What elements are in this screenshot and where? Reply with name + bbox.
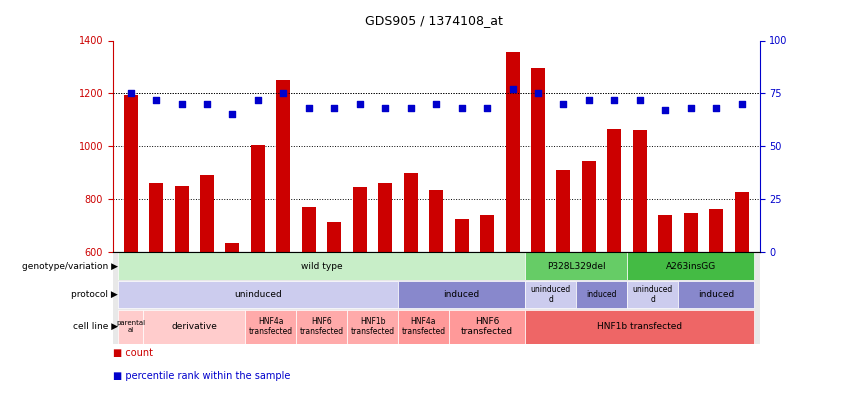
Text: HNF1b transfected: HNF1b transfected	[597, 322, 682, 331]
Bar	[327, 222, 341, 405]
Bar	[684, 213, 698, 405]
Bar	[480, 215, 494, 405]
Text: HNF4a
transfected: HNF4a transfected	[401, 317, 445, 336]
Bar	[582, 161, 596, 405]
Bar	[633, 130, 647, 405]
Bar	[658, 215, 673, 405]
Text: uninduced
d: uninduced d	[633, 285, 673, 305]
Bar	[505, 52, 520, 405]
Bar	[627, 281, 678, 309]
Point	[251, 96, 265, 103]
Point	[277, 90, 291, 96]
Text: HNF6
transfected: HNF6 transfected	[461, 317, 513, 336]
Bar	[556, 170, 570, 405]
Bar	[429, 190, 444, 405]
Text: HNF1b
transfected: HNF1b transfected	[351, 317, 395, 336]
Bar	[200, 175, 214, 405]
Point	[582, 96, 595, 103]
Text: parental
al: parental al	[116, 320, 145, 333]
Text: ■ percentile rank within the sample: ■ percentile rank within the sample	[113, 371, 290, 381]
Bar	[123, 95, 138, 405]
Bar	[149, 183, 163, 405]
Point	[149, 96, 163, 103]
Bar	[525, 310, 754, 343]
Point	[531, 90, 545, 96]
Point	[505, 86, 519, 92]
Bar	[296, 310, 347, 343]
Bar	[246, 310, 296, 343]
Text: derivative: derivative	[171, 322, 217, 331]
Point	[124, 90, 138, 96]
Point	[353, 101, 367, 107]
Bar	[352, 187, 367, 405]
Bar	[118, 252, 525, 280]
Bar	[449, 310, 525, 343]
Text: GDS905 / 1374108_at: GDS905 / 1374108_at	[365, 14, 503, 27]
Text: HNF6
transfected: HNF6 transfected	[299, 317, 344, 336]
Text: uninduced: uninduced	[234, 290, 282, 299]
Text: genotype/variation ▶: genotype/variation ▶	[22, 262, 118, 271]
Point	[404, 105, 418, 111]
Bar	[174, 186, 188, 405]
Bar	[251, 145, 265, 405]
Text: ■ count: ■ count	[113, 348, 153, 358]
Point	[633, 96, 647, 103]
Text: A263insGG: A263insGG	[666, 262, 716, 271]
Text: protocol ▶: protocol ▶	[71, 290, 118, 299]
Bar	[627, 252, 754, 280]
Point	[608, 96, 621, 103]
Bar	[734, 192, 749, 405]
Bar	[398, 310, 449, 343]
Bar	[455, 219, 469, 405]
Point	[174, 101, 188, 107]
Text: induced: induced	[587, 290, 617, 299]
Point	[201, 101, 214, 107]
Bar	[525, 252, 627, 280]
Bar	[118, 310, 143, 343]
Point	[734, 101, 748, 107]
Bar	[608, 129, 621, 405]
Point	[709, 105, 723, 111]
Point	[455, 105, 469, 111]
Bar	[378, 183, 392, 405]
Text: wild type: wild type	[301, 262, 342, 271]
Bar	[302, 207, 316, 405]
Text: induced: induced	[698, 290, 734, 299]
Bar	[276, 80, 291, 405]
Bar	[678, 281, 754, 309]
Bar	[576, 281, 627, 309]
Point	[430, 101, 444, 107]
Bar	[525, 281, 576, 309]
Bar	[404, 173, 418, 405]
Bar	[347, 310, 398, 343]
Bar	[143, 310, 246, 343]
Bar	[118, 281, 398, 309]
Text: induced: induced	[444, 290, 480, 299]
Point	[684, 105, 698, 111]
Text: uninduced
d: uninduced d	[530, 285, 571, 305]
Point	[556, 101, 570, 107]
Point	[327, 105, 341, 111]
Point	[658, 107, 672, 113]
Text: cell line ▶: cell line ▶	[73, 322, 118, 331]
Point	[226, 111, 240, 118]
Point	[378, 105, 392, 111]
Bar	[226, 243, 240, 405]
Bar	[709, 209, 723, 405]
Point	[302, 105, 316, 111]
Text: P328L329del: P328L329del	[547, 262, 606, 271]
Point	[480, 105, 494, 111]
Text: HNF4a
transfected: HNF4a transfected	[248, 317, 293, 336]
Bar	[531, 68, 545, 405]
Bar	[398, 281, 525, 309]
